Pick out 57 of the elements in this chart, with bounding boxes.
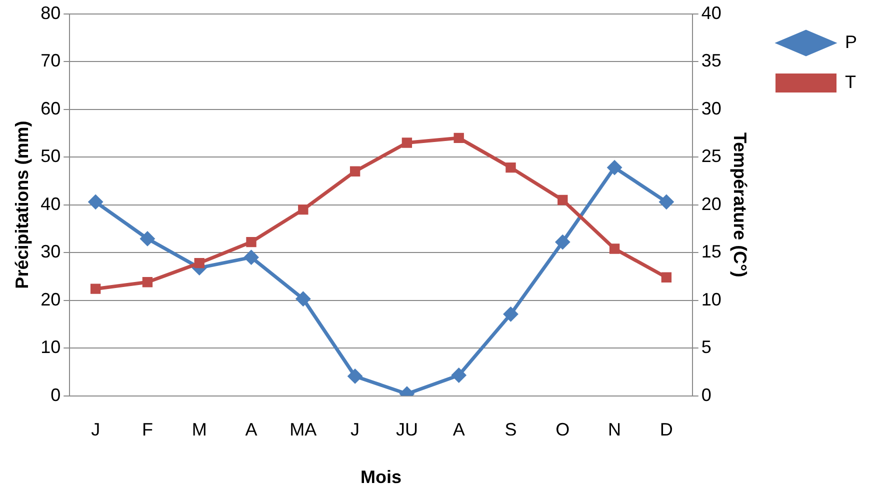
x-tick-label: S [504, 420, 517, 440]
y2-axis-title: Température (C°) [730, 132, 750, 278]
point [658, 194, 674, 210]
point [90, 284, 101, 294]
point [454, 132, 464, 144]
point [555, 234, 570, 250]
y-tick-label: 20 [40, 289, 61, 310]
y-tick-label: 40 [40, 194, 61, 214]
y2-tick-label: 10 [701, 289, 722, 310]
y2-tick-label: 35 [701, 50, 722, 71]
point [88, 194, 104, 210]
x-tick-label: A [245, 420, 258, 440]
point [142, 277, 153, 288]
point [661, 272, 672, 282]
point [296, 291, 311, 306]
y-tick-label: 70 [40, 50, 61, 71]
y2-tick-label: 0 [701, 384, 712, 405]
x-tick-label: M [192, 420, 207, 440]
point [246, 236, 256, 248]
x-tick-label: A [452, 420, 465, 440]
point [140, 231, 155, 246]
point [350, 166, 360, 176]
point [506, 162, 516, 173]
point [194, 258, 204, 268]
point [503, 306, 518, 322]
y-tick-label: 80 [40, 2, 61, 23]
point [348, 368, 363, 384]
x-tick-label: O [556, 420, 570, 440]
point [298, 204, 308, 215]
y-axis-title: Précipitations (mm) [12, 120, 32, 289]
y-tick-label: 10 [40, 337, 61, 358]
y-tick-label: 30 [40, 242, 61, 262]
y2-tick-label: 5 [701, 337, 712, 358]
y2-tick-label: 30 [701, 98, 722, 118]
x-axis-title: Mois [360, 467, 402, 488]
point [609, 244, 620, 254]
x-tick-label: JU [396, 420, 418, 440]
x-tick-label: J [91, 420, 100, 440]
point [558, 194, 568, 206]
x-tick-label: F [142, 420, 153, 440]
x-tick-label: N [608, 420, 622, 440]
point [402, 138, 412, 148]
y-tick-label: 50 [40, 146, 61, 166]
y2-tick-label: 20 [701, 194, 722, 214]
y-tick-label: 0 [50, 384, 61, 405]
legend-label: T [844, 72, 856, 92]
y2-tick-label: 15 [701, 242, 722, 262]
x-tick-label: D [660, 420, 673, 440]
point [451, 368, 466, 383]
point [607, 160, 622, 176]
point [244, 250, 259, 265]
legend-label: P [844, 32, 858, 52]
x-tick-label: J [350, 420, 360, 440]
y2-tick-label: 25 [701, 146, 722, 166]
y2-tick-label: 40 [701, 2, 722, 23]
x-tick-label: MA [290, 420, 317, 440]
y-tick-label: 60 [40, 98, 61, 118]
